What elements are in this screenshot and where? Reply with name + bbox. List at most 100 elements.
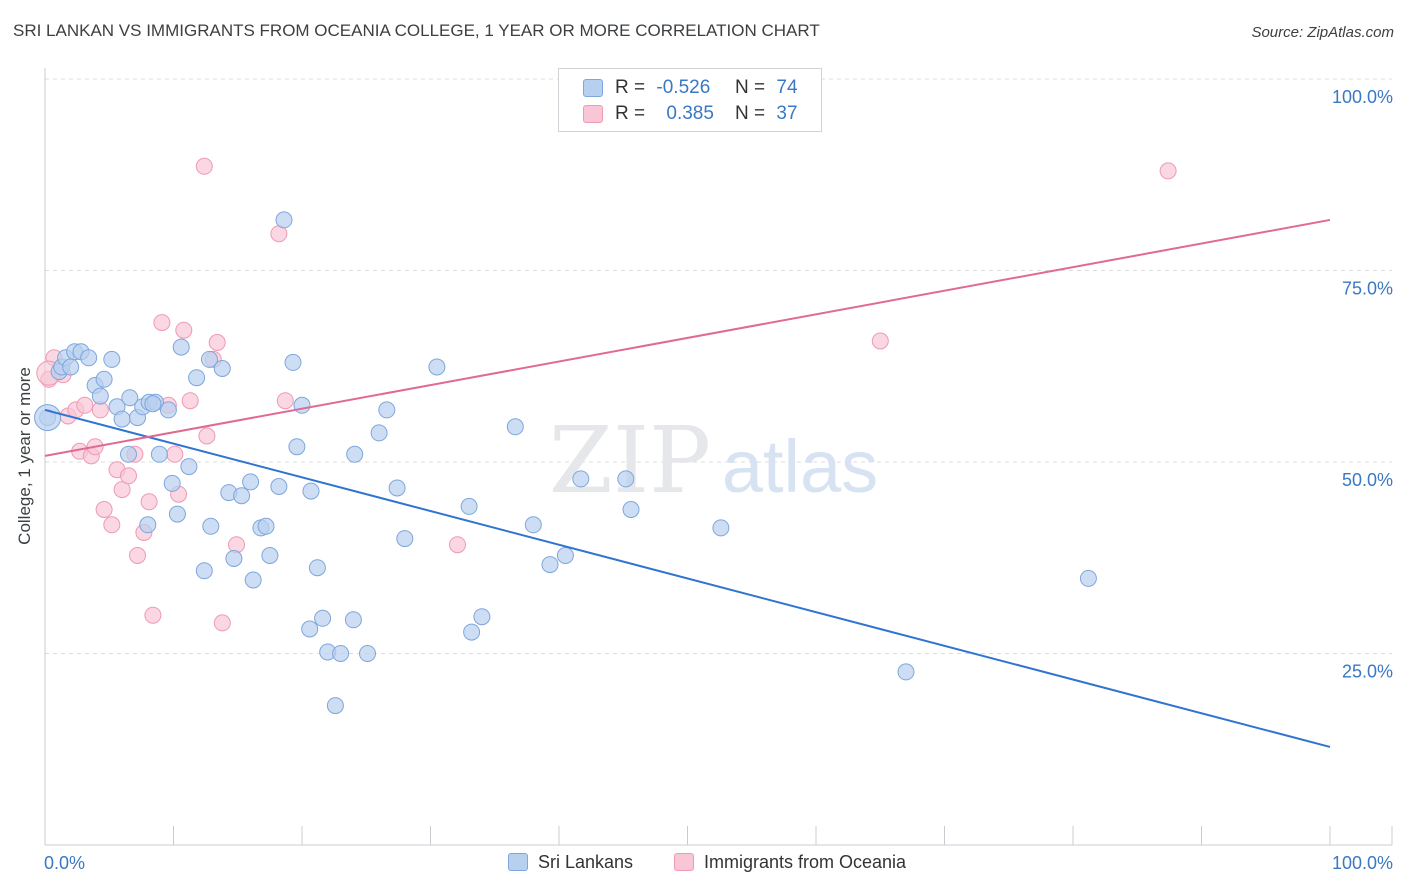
data-point — [396, 530, 414, 548]
data-point — [166, 445, 184, 463]
data-point — [622, 501, 640, 518]
data-point — [91, 387, 109, 405]
bottom-legend-swatch-blue — [508, 853, 528, 871]
data-point — [308, 559, 326, 577]
data-point — [168, 505, 186, 523]
data-point — [228, 536, 245, 554]
data-point — [293, 396, 311, 414]
trend-line-oceania — [44, 218, 1331, 457]
data-point — [617, 470, 635, 488]
bottom-legend-label: Immigrants from Oceania — [704, 852, 907, 872]
data-point — [326, 697, 344, 715]
data-point — [202, 517, 220, 535]
data-point — [188, 369, 206, 387]
data-point — [428, 358, 446, 376]
watermark-zip: ZIP — [549, 407, 711, 514]
legend-n-value: 37 — [776, 103, 798, 124]
data-point — [344, 611, 362, 629]
data-point — [449, 536, 466, 554]
data-point — [388, 479, 406, 497]
data-point — [80, 349, 98, 367]
data-point — [346, 445, 364, 463]
legend-row-srilankan: R = -0.526 N = 74 — [559, 75, 821, 101]
data-point — [113, 410, 131, 428]
data-point — [541, 556, 559, 574]
trend-lines — [44, 218, 1331, 748]
data-point — [181, 392, 199, 410]
x-tick-label: 100.0% — [1332, 853, 1393, 873]
data-point — [244, 571, 262, 589]
trend-line-srilankans — [44, 408, 1331, 748]
data-point — [95, 501, 113, 518]
bottom-legend-label: Sri Lankans — [538, 852, 634, 872]
data-point — [159, 401, 177, 419]
y-axis-label: College, 1 year or more — [15, 367, 34, 545]
y-tick-label: 100.0% — [1332, 87, 1393, 107]
axes — [44, 68, 1393, 846]
data-point — [144, 606, 162, 624]
series-srilankan-points — [34, 211, 1097, 715]
legend-r-value: -0.526 — [656, 77, 711, 98]
data-point — [332, 645, 350, 662]
data-point — [270, 478, 288, 495]
legend-r-label: R = — [615, 103, 646, 124]
data-point — [113, 481, 131, 499]
data-point — [208, 334, 226, 351]
data-point — [370, 424, 388, 442]
data-point — [62, 358, 80, 376]
series-oceania-points — [36, 157, 1177, 632]
legend-n-value: 74 — [776, 77, 798, 98]
data-point — [275, 211, 293, 229]
correlation-legend: R = -0.526 N = 74 R = 0.385 N = 37 — [558, 68, 822, 132]
bottom-legend-swatch-pink — [674, 853, 694, 871]
data-point — [120, 467, 137, 485]
data-point — [871, 332, 889, 350]
data-point — [242, 473, 260, 491]
data-point — [153, 314, 171, 332]
bottom-legend-oceania: Immigrants from Oceania — [674, 852, 906, 873]
data-point — [897, 663, 915, 681]
data-point — [180, 458, 198, 476]
data-point — [144, 395, 162, 413]
legend-swatch-pink — [583, 105, 603, 123]
data-point — [463, 623, 481, 641]
data-point — [1079, 569, 1097, 587]
data-point — [284, 353, 302, 371]
y-tick-label: 25.0% — [1342, 662, 1393, 682]
legend-r-value: 0.385 — [666, 103, 714, 124]
data-point — [233, 487, 251, 505]
legend-row-oceania: R = 0.385 N = 37 — [559, 101, 821, 127]
data-point — [257, 517, 275, 535]
data-point — [1159, 162, 1177, 180]
data-point — [524, 516, 542, 534]
data-point — [163, 474, 181, 492]
data-point — [302, 482, 320, 500]
data-point — [195, 157, 213, 175]
y-tick-label: 75.0% — [1342, 279, 1393, 299]
data-point — [301, 620, 319, 638]
source-label: Source: ZipAtlas.com — [1251, 24, 1394, 41]
data-point — [288, 438, 306, 456]
tick-labels: 25.0% 50.0% 75.0% 100.0% 0.0% 100.0% — [44, 87, 1393, 873]
data-point — [129, 547, 146, 564]
data-point — [103, 516, 121, 534]
data-point — [276, 392, 294, 410]
data-point — [139, 516, 157, 534]
data-point — [213, 360, 231, 377]
data-point — [261, 547, 279, 564]
bottom-legend-srilankans: Sri Lankans — [508, 852, 633, 873]
data-point — [103, 350, 121, 368]
y-tick-label: 50.0% — [1342, 470, 1393, 490]
data-point — [460, 497, 478, 515]
data-point — [198, 427, 216, 445]
data-point — [473, 608, 491, 626]
data-point — [140, 493, 158, 511]
watermark-atlas: atlas — [722, 425, 878, 508]
data-point — [201, 350, 218, 368]
data-point-large — [34, 404, 62, 432]
data-point — [213, 614, 231, 632]
data-point — [150, 445, 168, 463]
legend-n-label: N = — [735, 103, 766, 124]
legend-r-label: R = — [615, 77, 646, 98]
